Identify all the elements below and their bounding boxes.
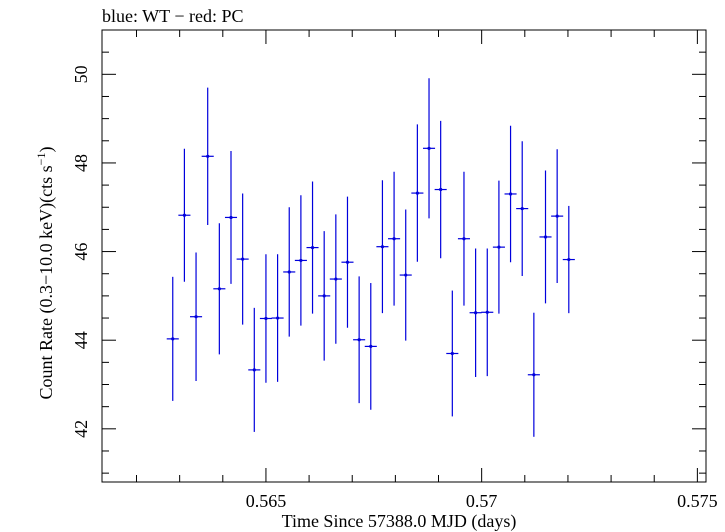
data-point [462,237,466,241]
y-tick-label: 50 [71,65,91,83]
data-point [392,237,396,241]
data-point [217,287,221,291]
y-tick-label: 46 [71,243,91,261]
data-point [532,373,536,377]
data-point [171,337,175,341]
data-point [369,344,373,348]
data-point [241,257,245,261]
data-point [357,338,361,342]
plot-frame [101,29,707,483]
y-axis-label-main: Count Rate (0.3−10.0 keV)(cts s [36,165,57,399]
data-point [299,258,303,263]
data-point [182,213,187,217]
data-point [229,215,233,220]
y-axis-label-superscript: −1 [34,153,48,166]
data-point [345,260,350,264]
chart-title: blue: WT − red: PC [102,6,243,26]
data-series [166,78,575,437]
data-point [415,191,419,195]
data-point [275,316,280,320]
y-axis-label-close: ) [36,147,57,153]
y-tick-label: 44 [71,331,91,349]
data-point [427,146,431,150]
data-point [439,187,443,192]
data-point [404,273,408,277]
data-point [322,294,326,298]
data-point [194,315,198,319]
axis-tick-labels: 0.565 0.57 0.575 42 44 46 48 50 [71,65,718,511]
data-point [206,154,210,158]
y-axis-label: Count Rate (0.3−10.0 keV)(cts s−1) [34,147,57,400]
data-point [380,245,385,249]
data-point [520,206,524,211]
y-tick-label: 42 [71,420,91,438]
axis-ticks [102,29,706,482]
y-tick-label: 48 [71,154,91,172]
data-point [264,316,268,321]
data-point [508,192,513,196]
x-tick-label: 0.565 [246,491,287,511]
data-point [450,351,454,356]
data-point [287,270,291,274]
data-point [334,277,338,281]
x-axis-label: Time Since 57388.0 MJD (days) [282,511,517,532]
x-tick-label: 0.57 [466,491,498,511]
data-point [567,257,571,262]
data-point [555,214,559,218]
data-point [474,311,478,315]
x-tick-label: 0.575 [677,491,718,511]
data-point [252,368,256,372]
data-point [497,245,501,249]
data-point [310,245,315,250]
data-point [485,310,489,314]
data-point [543,235,548,239]
